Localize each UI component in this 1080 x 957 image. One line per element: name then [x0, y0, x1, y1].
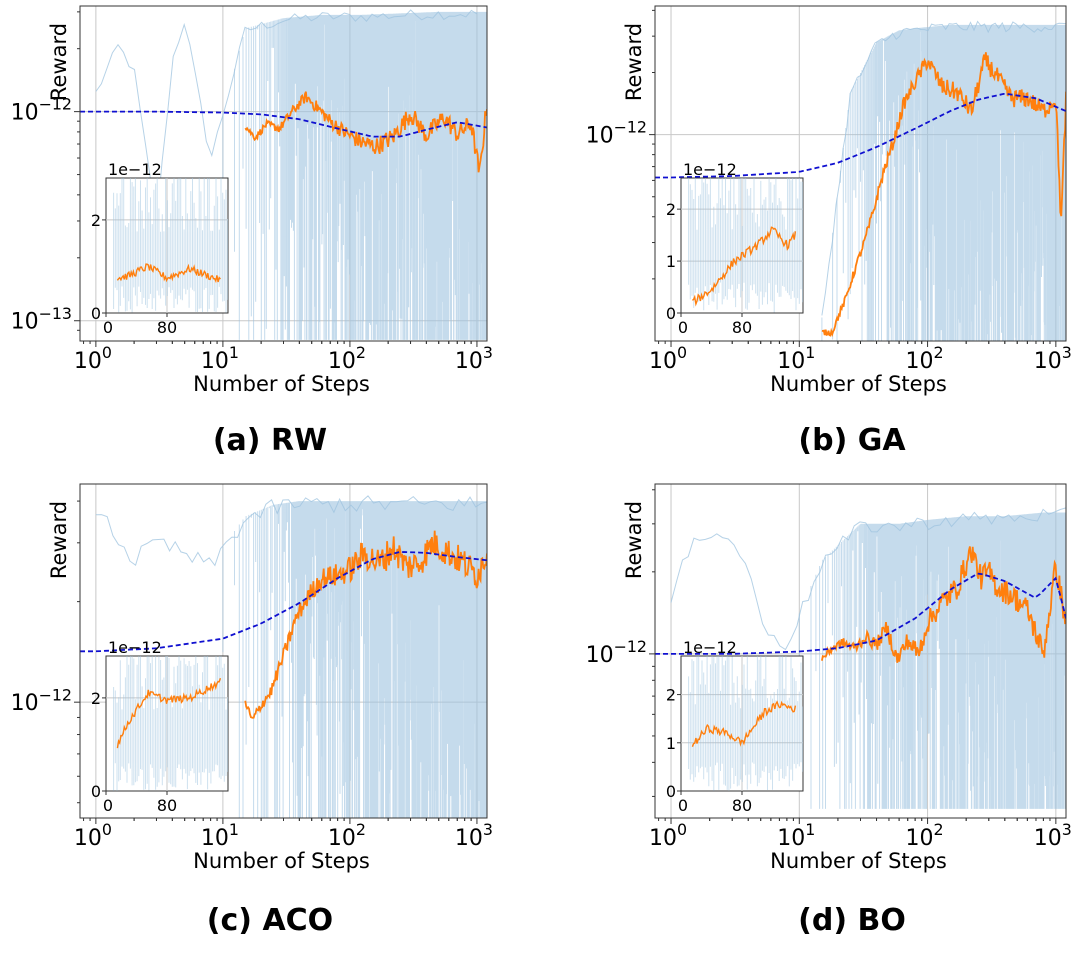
- x-tick-label: 103: [1034, 820, 1072, 851]
- inset-x-tick-label: 0: [103, 796, 113, 815]
- x-axis-label: Number of Steps: [193, 849, 370, 873]
- x-tick-label: 103: [1034, 343, 1072, 374]
- inset-x-tick-label: 80: [732, 796, 752, 815]
- x-axis-label: Number of Steps: [770, 849, 947, 873]
- y-tick-label: 10−12: [11, 685, 72, 716]
- x-tick-label: 101: [201, 343, 239, 374]
- inset-x-tick-label: 80: [732, 318, 752, 337]
- raw-reward-spikes: [222, 11, 487, 340]
- panel-caption: (b) GA: [798, 423, 906, 458]
- x-tick-label: 100: [74, 343, 112, 374]
- inset-x-tick-label: 80: [157, 318, 177, 337]
- inset-y-tick-label: 2: [666, 200, 676, 219]
- raw-reward-spikes: [821, 24, 1066, 341]
- smoothed-reward-line: [821, 52, 1066, 337]
- x-tick-label: 100: [649, 343, 687, 374]
- inset-raw-spikes: [113, 178, 228, 313]
- inset-offset-label: 1e−12: [683, 638, 737, 657]
- inset-y-tick-label: 2: [91, 211, 101, 230]
- inset-y-tick-label: 2: [91, 689, 101, 708]
- y-tick-label: 10−13: [11, 304, 72, 335]
- x-tick-label: 102: [328, 343, 366, 374]
- y-axis-label: Reward: [47, 23, 71, 101]
- inset-chart: 0 2 0 80 1e−12: [91, 638, 229, 815]
- smoothed-reward-line: [821, 546, 1066, 663]
- inset-x-tick-label: 80: [157, 796, 177, 815]
- inset-chart: 0 1 2 0 80 1e−12: [666, 638, 804, 815]
- x-axis-label: Number of Steps: [193, 372, 370, 396]
- x-tick-label: 102: [906, 343, 944, 374]
- inset-y-tick-label: 0: [666, 304, 676, 323]
- panel-4: Reward Number of Steps (d) BO 0 1 2 0 80 1e−12: [622, 483, 1067, 938]
- inset-smoothed-line: [691, 700, 797, 748]
- inset-offset-label: 1e−12: [683, 160, 737, 179]
- panel-caption: (d) BO: [798, 903, 906, 938]
- x-tick-label: 102: [328, 820, 366, 851]
- inset-smoothed-line: [116, 677, 222, 749]
- trend-line: [80, 110, 487, 138]
- inset-offset-label: 1e−12: [108, 160, 162, 179]
- inset-x-tick-label: 0: [678, 318, 688, 337]
- inset-chart: 0 1 2 0 80 1e−12: [666, 160, 804, 337]
- inset-offset-label: 1e−12: [108, 638, 162, 657]
- x-tick-label: 100: [74, 820, 112, 851]
- y-tick-label: 10−12: [11, 95, 72, 126]
- y-axis-label: Reward: [622, 23, 646, 101]
- trend-line: [655, 572, 1066, 655]
- inset-y-tick-label: 0: [666, 782, 676, 801]
- inset-y-tick-label: 2: [666, 686, 676, 705]
- inset-y-tick-label: 0: [91, 782, 101, 801]
- raw-reward-spikes: [798, 512, 1066, 809]
- plot-area: [655, 20, 1066, 341]
- plot-area: [655, 507, 1066, 809]
- inset-smoothed-line: [691, 226, 797, 307]
- x-tick-label: 101: [777, 343, 815, 374]
- x-tick-label: 103: [455, 343, 493, 374]
- trend-line: [655, 92, 1066, 179]
- smoothed-reward-line: [244, 91, 487, 173]
- trend-line: [80, 551, 487, 653]
- inset-y-tick-label: 1: [666, 252, 676, 271]
- smoothed-reward-line: [244, 530, 487, 719]
- y-tick-label: 10−12: [586, 637, 647, 668]
- panel-caption: (a) RW: [213, 423, 327, 458]
- inset-y-tick-label: 0: [91, 304, 101, 323]
- inset-y-tick-label: 1: [666, 734, 676, 753]
- inset-chart: 0 2 0 80 1e−12: [91, 160, 229, 337]
- x-tick-label: 100: [649, 820, 687, 851]
- inset-x-tick-label: 0: [103, 318, 113, 337]
- x-tick-label: 103: [455, 820, 493, 851]
- y-axis-label: Reward: [622, 501, 646, 579]
- panel-caption: (c) ACO: [207, 903, 333, 938]
- y-axis-label: Reward: [47, 501, 71, 579]
- x-tick-label: 101: [777, 820, 815, 851]
- x-tick-label: 102: [906, 820, 944, 851]
- plot-area: [80, 495, 487, 818]
- panel-2: Reward Number of Steps (b) GA 0 1 2 0 80 1e−12: [622, 5, 1067, 458]
- x-axis-label: Number of Steps: [770, 372, 947, 396]
- panel-1: Reward Number of Steps (a) RW 0 2 0 80 1e−12: [47, 5, 488, 458]
- x-tick-label: 101: [201, 820, 239, 851]
- y-tick-label: 10−12: [586, 118, 647, 149]
- inset-smoothed-line: [116, 263, 221, 284]
- inset-x-tick-label: 0: [678, 796, 688, 815]
- panel-3: Reward Number of Steps (c) ACO 0 2 0 80 1e−12: [47, 483, 488, 938]
